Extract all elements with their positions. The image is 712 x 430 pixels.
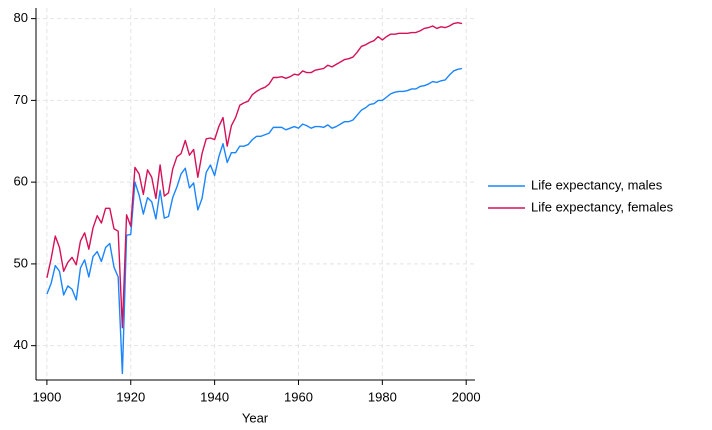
y-tick-label: 70 — [14, 92, 28, 107]
x-tick-label: 1920 — [116, 389, 145, 404]
legend-label: Life expectancy, males — [531, 177, 663, 192]
y-tick-label: 50 — [14, 255, 28, 270]
y-tick-label: 80 — [14, 10, 28, 25]
y-tick-label: 40 — [14, 337, 28, 352]
legend-label: Life expectancy, females — [531, 199, 674, 214]
x-tick-label: 1980 — [368, 389, 397, 404]
x-tick-label: 1940 — [200, 389, 229, 404]
series-line — [46, 67, 463, 375]
x-tick-label: 1960 — [284, 389, 313, 404]
x-tick-label: 1900 — [32, 389, 61, 404]
series-line — [46, 22, 463, 329]
x-axis-title: Year — [242, 410, 269, 425]
x-tick-label: 2000 — [452, 389, 481, 404]
y-tick-label: 60 — [14, 174, 28, 189]
